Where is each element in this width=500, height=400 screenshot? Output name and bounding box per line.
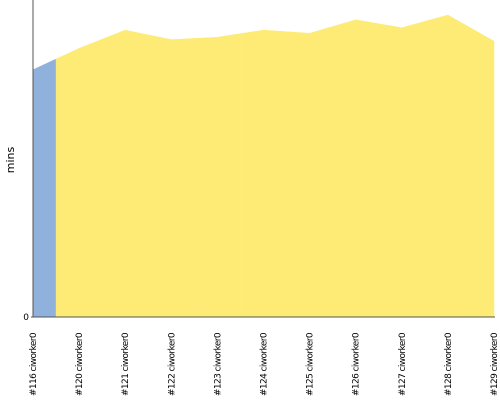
area-segment	[332, 19, 379, 318]
area-segment	[240, 29, 287, 318]
y-tick-label: 0	[23, 313, 29, 323]
area-segment	[32, 58, 57, 318]
x-tick-label: #125 ciworker0	[306, 332, 316, 396]
area-segment	[378, 21, 426, 318]
x-tick-label: #128 ciworker0	[444, 332, 454, 396]
x-tick-label: #124 ciworker0	[260, 332, 270, 396]
area-segment	[424, 14, 472, 318]
x-tick-label: #129 ciworker0	[490, 332, 500, 396]
area-segment	[148, 34, 195, 318]
area-segment	[470, 27, 495, 318]
area-segment	[286, 26, 333, 318]
x-tick-label: #121 ciworker0	[121, 332, 131, 396]
x-tick-label: #122 ciworker0	[167, 332, 177, 396]
x-tick-label: #120 ciworker0	[75, 332, 85, 396]
x-tick-label: #123 ciworker0	[213, 332, 223, 396]
x-tick-label: #127 ciworker0	[398, 332, 408, 396]
area-segment	[55, 38, 103, 318]
x-tick-label: #126 ciworker0	[352, 332, 362, 396]
y-axis-label: mins	[4, 146, 17, 173]
x-tick-label: #116 ciworker0	[29, 332, 39, 396]
area-segment	[194, 33, 241, 318]
area-segment	[101, 29, 149, 318]
